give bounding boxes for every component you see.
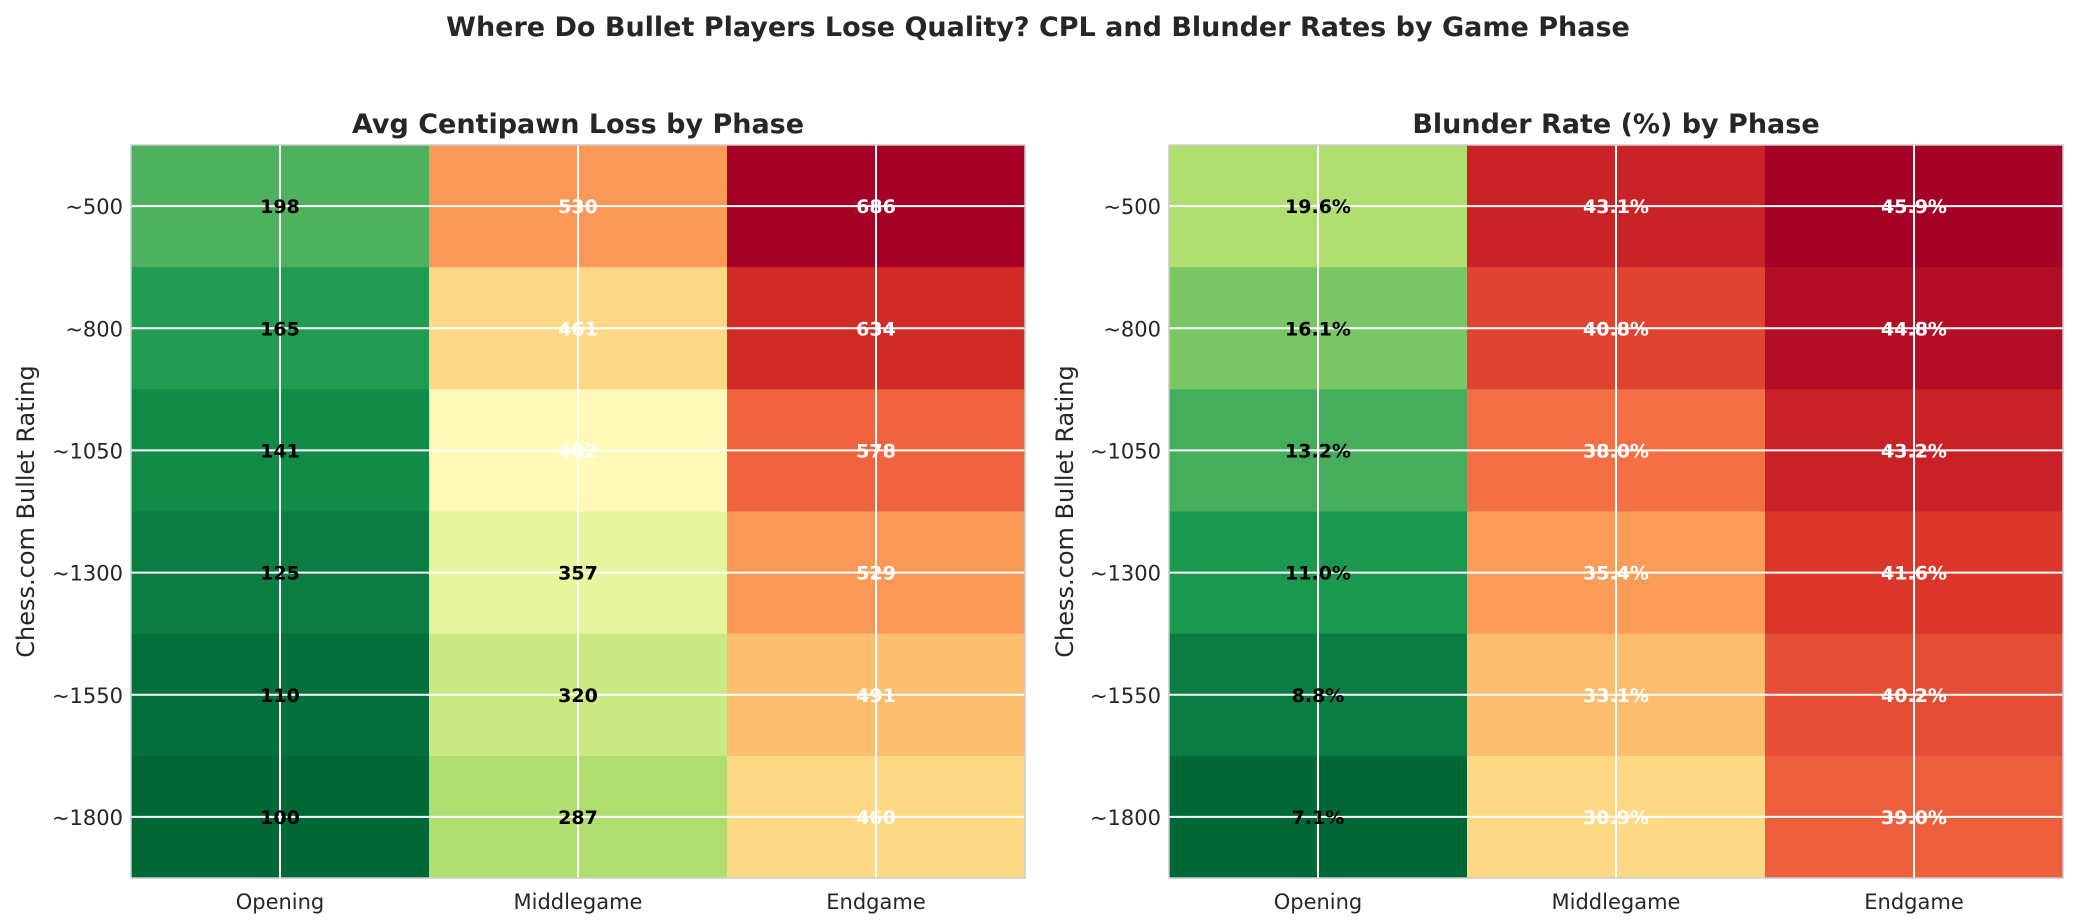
cell-value-label: 7.1% — [1292, 807, 1345, 829]
y-tick-label: ~500 — [65, 195, 123, 219]
y-tick-label: ~1300 — [1090, 562, 1161, 586]
x-tick-label: Middlegame — [1552, 890, 1681, 914]
cell-value-label: 43.1% — [1583, 196, 1649, 218]
gridlines — [131, 145, 1025, 878]
x-tick-labels: Opening Middlegame Endgame — [236, 890, 926, 914]
cell-value-label: 198 — [260, 196, 300, 218]
cell-value-label: 402 — [558, 440, 598, 462]
y-tick-label: ~1300 — [52, 562, 123, 586]
y-tick-label: ~1550 — [1090, 684, 1161, 708]
panel-title: Avg Centipawn Loss by Phase — [352, 109, 804, 140]
cell-value-label: 39.0% — [1881, 807, 1947, 829]
y-tick-label: ~1800 — [52, 806, 123, 830]
cell-value-label: 461 — [558, 318, 598, 340]
plot-frame — [1168, 144, 2064, 879]
y-tick-label: ~500 — [1103, 195, 1161, 219]
cell-value-label: 16.1% — [1285, 318, 1351, 340]
y-tick-label: ~800 — [1103, 317, 1161, 341]
cell-value-label: 320 — [558, 685, 598, 707]
cell-value-label: 634 — [856, 318, 896, 340]
cell-value-label: 165 — [260, 318, 300, 340]
cell-value-labels: 198 530 686 165 461 634 141 402 578 125 357 529 110 3… — [260, 196, 896, 829]
x-tick-label: Opening — [1274, 890, 1363, 914]
y-tick-label: ~800 — [65, 317, 123, 341]
cell-value-label: 44.8% — [1881, 318, 1947, 340]
heatmap-panel-2: 19.6% 43.1% 45.9% 16.1% 40.8% 44.8% 13.2% 38.0%… — [1051, 109, 2064, 914]
cell-value-label: 529 — [856, 563, 896, 585]
cell-value-labels: 19.6% 43.1% 45.9% 16.1% 40.8% 44.8% 13.2% 38.0%… — [1285, 196, 1947, 829]
y-tick-label: ~1050 — [52, 439, 123, 463]
panel-title: Blunder Rate (%) by Phase — [1412, 109, 1819, 140]
cell-value-label: 19.6% — [1285, 196, 1351, 218]
cell-value-label: 13.2% — [1285, 440, 1351, 462]
x-tick-labels: Opening Middlegame Endgame — [1274, 890, 1964, 914]
y-tick-label: ~1050 — [1090, 439, 1161, 463]
cell-value-label: 11.0% — [1285, 563, 1351, 585]
cell-value-label: 491 — [856, 685, 896, 707]
cell-value-label: 38.0% — [1583, 440, 1649, 462]
figure-title: Where Do Bullet Players Lose Quality? CP… — [446, 12, 1630, 43]
y-tick-label: ~1550 — [52, 684, 123, 708]
cell-value-label: 40.8% — [1583, 318, 1649, 340]
cell-value-label: 8.8% — [1292, 685, 1345, 707]
cell-value-label: 100 — [260, 807, 300, 829]
cell-value-label: 287 — [558, 807, 598, 829]
cell-value-label: 125 — [260, 563, 300, 585]
cell-value-label: 110 — [260, 685, 300, 707]
x-tick-label: Endgame — [826, 890, 925, 914]
cell-value-label: 40.2% — [1881, 685, 1947, 707]
x-tick-label: Endgame — [1864, 890, 1963, 914]
plot-frame — [130, 144, 1026, 879]
cell-value-label: 43.2% — [1881, 440, 1947, 462]
x-tick-label: Opening — [236, 890, 325, 914]
y-axis-label: Chess.com Bullet Rating — [1051, 365, 1079, 657]
cell-value-label: 460 — [856, 807, 896, 829]
cell-value-label: 578 — [856, 440, 896, 462]
cell-value-label: 33.1% — [1583, 685, 1649, 707]
cell-value-label: 141 — [260, 440, 300, 462]
y-axis-label: Chess.com Bullet Rating — [12, 365, 40, 657]
x-tick-label: Middlegame — [514, 890, 643, 914]
cell-value-label: 686 — [856, 196, 896, 218]
cell-value-label: 41.6% — [1881, 563, 1947, 585]
y-tick-labels: ~500 ~800 ~1050 ~1300 ~1550 ~1800 — [1090, 195, 1161, 830]
y-tick-label: ~1800 — [1090, 806, 1161, 830]
cell-value-label: 357 — [558, 563, 598, 585]
cell-value-label: 35.4% — [1583, 563, 1649, 585]
gridlines — [1169, 145, 2063, 878]
heatmap-panel-1: 198 530 686 165 461 634 141 402 578 125 357 529 110 3… — [12, 109, 1026, 914]
cell-value-label: 530 — [558, 196, 598, 218]
y-tick-labels: ~500 ~800 ~1050 ~1300 ~1550 ~1800 — [52, 195, 123, 830]
cell-value-label: 30.9% — [1583, 807, 1649, 829]
cell-value-label: 45.9% — [1881, 196, 1947, 218]
